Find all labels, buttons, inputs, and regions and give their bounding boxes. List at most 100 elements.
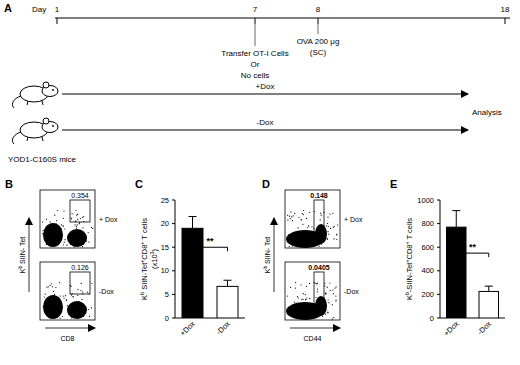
- cell-dot: [88, 242, 89, 243]
- cell-dot: [317, 283, 318, 284]
- label-part: SIIN- Tet: [19, 237, 26, 266]
- mouse-leg: [42, 137, 43, 141]
- significance-label: **: [206, 236, 214, 246]
- cell-dot: [336, 234, 337, 235]
- cell-dot: [319, 312, 320, 313]
- cell-dot: [56, 220, 57, 221]
- significance-bracket: [456, 253, 489, 257]
- cell-dot: [303, 317, 304, 318]
- event-connector: [255, 24, 256, 46]
- flow-panel: DKb SIIN- Tet0.148+ Dox0.0405-DoxCD44: [262, 178, 363, 342]
- flow-plot: 0.354+ Dox: [40, 190, 118, 248]
- cell-dot: [317, 289, 318, 290]
- cell-population: [43, 295, 63, 319]
- cell-dot: [316, 230, 317, 231]
- cell-dot: [328, 234, 329, 235]
- cell-dot: [315, 283, 316, 284]
- flow-x-arrow: [45, 328, 95, 329]
- cell-dot: [316, 283, 317, 284]
- cell-dot: [290, 218, 291, 219]
- gate: [314, 272, 324, 310]
- cell-dot: [71, 317, 72, 318]
- cell-population: [67, 229, 87, 247]
- panel-label: A: [4, 2, 12, 14]
- cell-dot: [294, 302, 295, 303]
- panel-label: E: [390, 178, 397, 190]
- cell-dot: [305, 299, 306, 300]
- cell-dot: [47, 227, 48, 228]
- cell-dot: [72, 213, 73, 214]
- cell-dot: [330, 228, 331, 229]
- cell-dot: [298, 238, 299, 239]
- cell-dot: [64, 228, 65, 229]
- cell-dot: [60, 318, 61, 319]
- cell-dot: [78, 240, 79, 241]
- treatment-arrow: [62, 94, 468, 95]
- cell-dot: [288, 241, 289, 242]
- cell-dot: [296, 302, 297, 303]
- y-tick: [172, 223, 175, 224]
- cell-dot: [327, 238, 328, 239]
- cell-dot: [88, 309, 89, 310]
- cell-dot: [294, 311, 295, 312]
- cell-dot: [46, 244, 47, 245]
- event-label: OVA 200 μg: [297, 37, 340, 46]
- gate-value: 0.354: [71, 192, 89, 199]
- cell-dot: [334, 226, 335, 227]
- cell-dot: [62, 225, 63, 226]
- cell-dot: [63, 244, 64, 245]
- cell-dot: [42, 233, 43, 234]
- flow-dots: [43, 282, 93, 319]
- mouse-tail: [12, 132, 21, 144]
- flow-x-label: CD44: [304, 335, 322, 342]
- gate-value: 0.148: [310, 192, 328, 199]
- cell-dot: [336, 239, 337, 240]
- x-tick-label: +Dox: [442, 319, 461, 338]
- y-tick: [437, 270, 440, 271]
- cell-dot: [320, 228, 321, 229]
- flow-x-label: CD8: [60, 335, 74, 342]
- cell-dot: [52, 286, 53, 287]
- cell-dot: [73, 296, 74, 297]
- error-cap: [224, 280, 232, 281]
- cell-dot: [66, 300, 67, 301]
- label-part: CD8: [405, 244, 414, 259]
- cell-dot: [321, 215, 322, 216]
- cell-dot: [309, 212, 310, 213]
- cell-dot: [76, 241, 77, 242]
- cell-dot: [297, 296, 298, 297]
- cell-dot: [327, 312, 328, 313]
- cell-dot: [72, 296, 73, 297]
- cell-dot: [303, 299, 304, 300]
- cell-dot: [80, 290, 81, 291]
- group-label: -Dox: [257, 118, 274, 127]
- cell-dot: [301, 219, 302, 220]
- y-axis-label: Kb-SIIN-Tet+CD8+ T cells: [404, 218, 414, 300]
- mouse-icon: [12, 82, 58, 108]
- cell-dot: [307, 312, 308, 313]
- cell-dot: [76, 226, 77, 227]
- cell-dot: [334, 288, 335, 289]
- cell-dot: [71, 218, 72, 219]
- cell-dot: [302, 213, 303, 214]
- cell-dot: [81, 307, 82, 308]
- cell-dot: [321, 244, 322, 245]
- cell-dot: [305, 294, 306, 295]
- cell-dot: [77, 224, 78, 225]
- cell-dot: [295, 288, 296, 289]
- cell-dot: [50, 315, 51, 316]
- cell-dot: [329, 282, 330, 283]
- cell-dot: [321, 225, 322, 226]
- cell-dot: [311, 243, 312, 244]
- cell-dot: [65, 239, 66, 240]
- cell-dot: [298, 217, 299, 218]
- cell-dot: [305, 299, 306, 300]
- cell-dot: [82, 235, 83, 236]
- y-tick-label: 10: [161, 266, 169, 275]
- cell-dot: [66, 245, 67, 246]
- flow-dots: [286, 282, 337, 320]
- y-tick-label: 25: [161, 196, 169, 205]
- y-tick: [172, 200, 175, 201]
- significance-label: **: [469, 242, 477, 252]
- cell-dot: [323, 240, 324, 241]
